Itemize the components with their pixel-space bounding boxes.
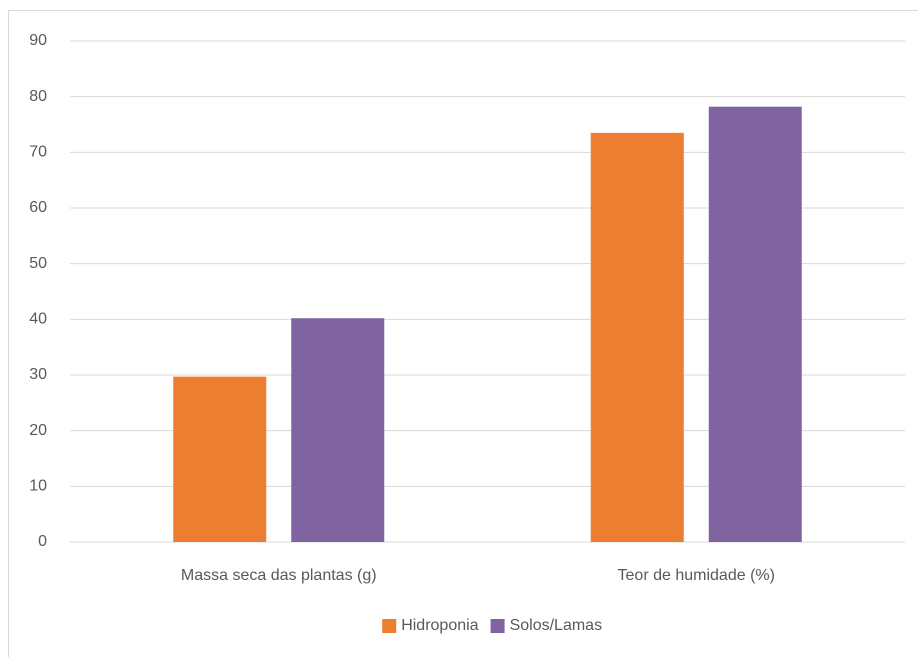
bar	[291, 318, 385, 542]
legend-swatch	[490, 619, 505, 633]
y-tick-label: 10	[29, 478, 47, 495]
y-tick-label: 90	[29, 32, 47, 49]
legend-label: Hidroponia	[401, 617, 478, 634]
y-tick-label: 70	[29, 144, 47, 161]
y-tick-label: 30	[29, 366, 47, 383]
bar	[590, 132, 684, 542]
y-tick-label: 60	[29, 199, 47, 216]
legend-label: Solos/Lamas	[510, 617, 603, 634]
legend-swatch	[382, 619, 397, 633]
x-tick-label: Massa seca das plantas (g)	[181, 567, 377, 584]
y-tick-label: 40	[29, 311, 47, 328]
bar	[173, 376, 267, 542]
y-tick-label: 0	[38, 533, 47, 550]
bar	[708, 106, 802, 542]
y-tick-label: 20	[29, 422, 47, 439]
chart-frame	[8, 10, 918, 657]
y-tick-label: 80	[29, 88, 47, 105]
x-tick-label: Teor de humidade (%)	[618, 567, 775, 584]
y-tick-label: 50	[29, 255, 47, 272]
